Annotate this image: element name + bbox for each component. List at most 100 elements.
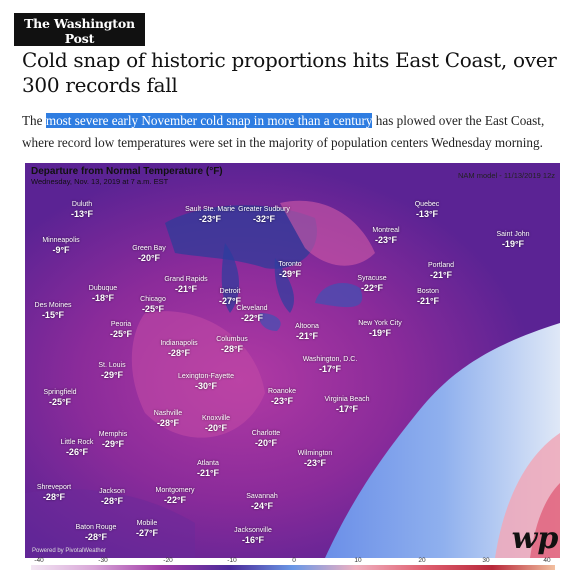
city-name: Indianapolis bbox=[160, 340, 198, 347]
city-label-mobile: Mobile -27°F bbox=[136, 520, 158, 538]
city-label-st-louis: St. Louis -29°F bbox=[98, 362, 125, 380]
city-label-detroit: Detroit -27°F bbox=[219, 288, 241, 306]
masthead-name: The Washington Post bbox=[24, 16, 135, 46]
city-temp: -29°F bbox=[101, 439, 125, 449]
scale-tick: -20 bbox=[163, 557, 173, 564]
city-temp: -18°F bbox=[91, 293, 115, 303]
city-temp: -19°F bbox=[501, 239, 525, 249]
city-name: Little Rock bbox=[60, 439, 94, 446]
city-temp: -23°F bbox=[303, 458, 327, 468]
city-label-boston: Boston -21°F bbox=[417, 288, 439, 306]
city-name: Virginia Beach bbox=[324, 396, 370, 403]
city-label-baton-rouge: Baton Rouge -28°F bbox=[76, 524, 117, 542]
city-temp: -22°F bbox=[240, 313, 264, 323]
city-label-quebec: Quebec -13°F bbox=[415, 201, 440, 219]
scale-tick: 30 bbox=[482, 557, 490, 564]
svg-text:wp: wp bbox=[512, 521, 559, 556]
city-temp: -23°F bbox=[270, 396, 294, 406]
city-temp: -27°F bbox=[218, 296, 242, 306]
city-temp: -25°F bbox=[48, 397, 72, 407]
article-headline: Cold snap of historic proportions hits E… bbox=[22, 48, 557, 97]
city-name: Sault Ste. Marie bbox=[185, 206, 235, 213]
city-name: Portland bbox=[427, 262, 455, 269]
color-scale: -40 -30 -20 -10 0 10 20 30 40 bbox=[25, 557, 560, 571]
temperature-departure-map: Departure from Normal Temperature (°F) W… bbox=[25, 163, 560, 571]
scale-tick: 20 bbox=[418, 557, 426, 564]
scale-tick: -30 bbox=[98, 557, 108, 564]
city-temp: -28°F bbox=[156, 418, 180, 428]
city-temp: -15°F bbox=[41, 310, 65, 320]
city-temp: -20°F bbox=[254, 438, 278, 448]
city-temp: -17°F bbox=[318, 364, 342, 374]
city-temp: -20°F bbox=[137, 253, 161, 263]
city-name: Savannah bbox=[246, 493, 278, 500]
city-label-peoria: Peoria -25°F bbox=[110, 321, 132, 339]
map-subtitle: Wednesday, Nov. 13, 2019 at 7 a.m. EST bbox=[31, 177, 169, 186]
city-label-columbus: Columbus -28°F bbox=[216, 336, 248, 354]
city-label-montreal: Montreal -23°F bbox=[372, 227, 399, 245]
city-name: Springfield bbox=[43, 389, 77, 396]
city-temp: -28°F bbox=[100, 496, 124, 506]
city-label-charlotte: Charlotte -20°F bbox=[252, 430, 280, 448]
city-label-greater-sudbury: Greater Sudbury -32°F bbox=[238, 206, 290, 224]
city-name: Des Moines bbox=[34, 302, 72, 309]
city-label-springfield: Springfield -25°F bbox=[43, 389, 76, 407]
city-temp: -21°F bbox=[416, 296, 440, 306]
city-name: Atlanta bbox=[197, 460, 219, 467]
city-name: Detroit bbox=[219, 288, 241, 295]
city-temp: -22°F bbox=[360, 283, 384, 293]
city-name: Dubuque bbox=[88, 285, 118, 292]
city-name: New York City bbox=[358, 320, 402, 327]
city-label-chicago: Chicago -25°F bbox=[140, 296, 166, 314]
city-label-shreveport: Shreveport -28°F bbox=[37, 484, 71, 502]
city-name: Quebec bbox=[414, 201, 440, 208]
city-temp: -24°F bbox=[250, 501, 274, 511]
city-label-syracuse: Syracuse -22°F bbox=[357, 275, 386, 293]
city-name: Roanoke bbox=[267, 388, 297, 395]
wp-monogram-icon: wp bbox=[512, 521, 559, 556]
city-label-montgomery: Montgomery -22°F bbox=[156, 487, 195, 505]
city-label-roanoke: Roanoke -23°F bbox=[268, 388, 296, 406]
lede-text-before: The bbox=[22, 113, 46, 128]
city-name: Greater Sudbury bbox=[238, 206, 290, 213]
city-name: Syracuse bbox=[357, 275, 387, 282]
city-name: Chicago bbox=[140, 296, 166, 303]
city-label-duluth: Duluth -13°F bbox=[71, 201, 93, 219]
map-background bbox=[25, 163, 560, 558]
city-name: Memphis bbox=[98, 431, 128, 438]
city-label-atlanta: Atlanta -21°F bbox=[197, 460, 219, 478]
city-temp: -23°F bbox=[198, 214, 222, 224]
city-name: Lexington-Fayette bbox=[177, 373, 235, 380]
city-label-memphis: Memphis -29°F bbox=[99, 431, 127, 449]
city-name: Duluth bbox=[71, 201, 93, 208]
city-name: Montreal bbox=[372, 227, 400, 234]
lede-text-after: has plowed over the East Coast, where re… bbox=[22, 113, 545, 150]
article-lede: The most severe early November cold snap… bbox=[22, 110, 574, 154]
city-name: Saint John bbox=[496, 231, 530, 238]
city-name: Green Bay bbox=[132, 245, 166, 252]
city-temp: -30°F bbox=[194, 381, 218, 391]
scale-tick: 10 bbox=[354, 557, 362, 564]
city-label-jackson: Jackson -28°F bbox=[99, 488, 125, 506]
city-label-indianapolis: Indianapolis -28°F bbox=[160, 340, 197, 358]
city-name: Peoria bbox=[110, 321, 132, 328]
city-name: Jackson bbox=[99, 488, 125, 495]
city-temp: -21°F bbox=[295, 331, 319, 341]
city-name: Mobile bbox=[136, 520, 158, 527]
city-label-nashville: Nashville -28°F bbox=[154, 410, 182, 428]
city-label-knoxville: Knoxville -20°F bbox=[202, 415, 230, 433]
scale-tick: 0 bbox=[292, 557, 296, 564]
lede-link[interactable]: most severe early November cold snap in … bbox=[45, 113, 373, 128]
city-label-toronto: Toronto -29°F bbox=[278, 261, 301, 279]
city-name: Minneapolis bbox=[42, 237, 80, 244]
city-name: Knoxville bbox=[201, 415, 231, 422]
washington-post-logo[interactable]: The Washington Post Democracy Dies in Da… bbox=[14, 13, 145, 56]
city-label-altoona: Altoona -21°F bbox=[295, 323, 319, 341]
city-temp: -13°F bbox=[415, 209, 439, 219]
city-temp: -20°F bbox=[204, 423, 228, 433]
city-temp: -29°F bbox=[278, 269, 302, 279]
scale-tick: -40 bbox=[34, 557, 44, 564]
city-temp: -28°F bbox=[167, 348, 191, 358]
city-temp: -19°F bbox=[368, 328, 392, 338]
city-temp: -13°F bbox=[70, 209, 94, 219]
